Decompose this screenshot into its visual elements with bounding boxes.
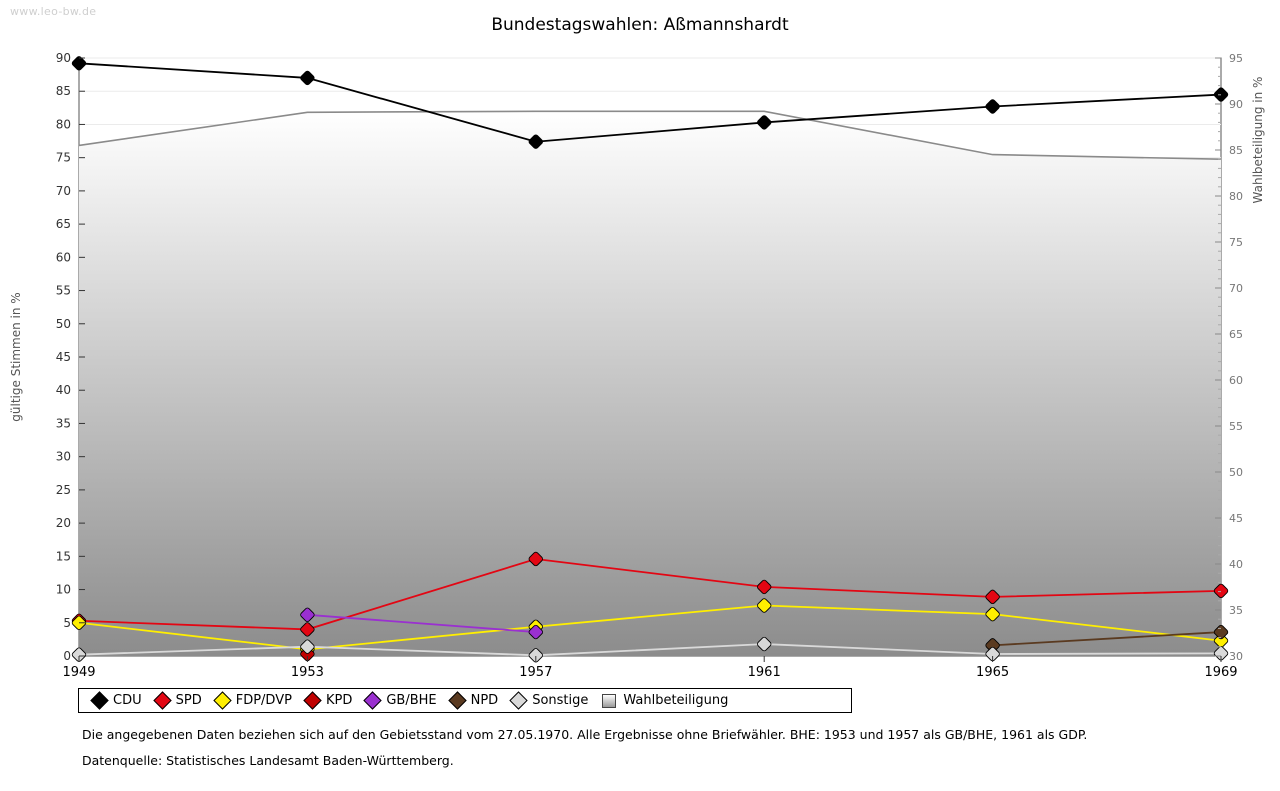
svg-text:10: 10 bbox=[56, 583, 71, 597]
svg-text:0: 0 bbox=[63, 649, 71, 663]
legend-item-npd[interactable]: NPD bbox=[447, 691, 499, 710]
right-axis-title: Wahlbeteiligung in % bbox=[1251, 77, 1265, 204]
svg-text:85: 85 bbox=[1229, 144, 1243, 157]
svg-text:45: 45 bbox=[56, 350, 71, 364]
page-title: Bundestagswahlen: Aßmannshardt bbox=[491, 15, 789, 36]
svg-text:60: 60 bbox=[1229, 374, 1243, 387]
svg-text:60: 60 bbox=[56, 250, 71, 264]
legend-diamond-icon bbox=[213, 691, 232, 710]
chart-legend: CDU SPD FDP/DVP KPD GB/BHE NPD Sonstige Wahlbet… bbox=[78, 688, 852, 713]
legend-item-wahlbeteiligung[interactable]: Wahlbeteiligung bbox=[602, 693, 728, 708]
svg-text:50: 50 bbox=[1229, 466, 1243, 479]
svg-text:40: 40 bbox=[56, 383, 71, 397]
svg-text:70: 70 bbox=[1229, 282, 1243, 295]
svg-text:1953: 1953 bbox=[291, 665, 324, 680]
svg-text:1965: 1965 bbox=[976, 665, 1009, 680]
svg-text:90: 90 bbox=[56, 51, 71, 65]
svg-text:20: 20 bbox=[56, 516, 71, 530]
svg-text:1961: 1961 bbox=[748, 665, 781, 680]
legend-diamond-icon bbox=[303, 691, 322, 710]
svg-text:25: 25 bbox=[56, 483, 71, 497]
legend-label: FDP/DVP bbox=[235, 693, 292, 708]
wahlbeteiligung-area bbox=[78, 110, 1222, 657]
legend-item-cdu[interactable]: CDU bbox=[90, 691, 142, 710]
svg-text:5: 5 bbox=[63, 616, 71, 630]
legend-label: Wahlbeteiligung bbox=[623, 693, 729, 708]
svg-text:80: 80 bbox=[56, 117, 71, 131]
svg-text:35: 35 bbox=[1229, 604, 1243, 617]
wahlbeteiligung-swatch-icon bbox=[602, 693, 617, 708]
footnote-datenquelle: Datenquelle: Statistisches Landesamt Bad… bbox=[82, 753, 454, 768]
legend-item-spd[interactable]: SPD bbox=[152, 691, 202, 710]
svg-text:65: 65 bbox=[1229, 328, 1243, 341]
svg-text:40: 40 bbox=[1229, 558, 1243, 571]
svg-text:80: 80 bbox=[1229, 190, 1243, 203]
footnote-gebietsstand: Die angegebenen Daten beziehen sich auf … bbox=[82, 727, 1088, 742]
svg-text:45: 45 bbox=[1229, 512, 1243, 525]
legend-label: GB/BHE bbox=[386, 693, 437, 708]
svg-text:85: 85 bbox=[56, 84, 71, 98]
svg-text:30: 30 bbox=[56, 450, 71, 464]
svg-text:35: 35 bbox=[56, 416, 71, 430]
legend-diamond-icon bbox=[90, 691, 109, 710]
site-watermark: www.leo-bw.de bbox=[10, 5, 97, 18]
svg-text:75: 75 bbox=[56, 151, 71, 165]
legend-label: SPD bbox=[175, 693, 202, 708]
legend-item-sonstige[interactable]: Sonstige bbox=[509, 691, 589, 710]
series-layer bbox=[71, 56, 1229, 663]
legend-item-fdp-dvp[interactable]: FDP/DVP bbox=[213, 691, 292, 710]
svg-text:1949: 1949 bbox=[62, 665, 95, 680]
svg-text:30: 30 bbox=[1229, 650, 1243, 663]
legend-label: CDU bbox=[113, 693, 142, 708]
legend-item-kpd[interactable]: KPD bbox=[303, 691, 353, 710]
svg-text:95: 95 bbox=[1229, 52, 1243, 65]
legend-diamond-icon bbox=[152, 691, 172, 710]
axis-ticks: 0 5 10 15 20 25 30 35 40 45 50 55 60 65 70 75 80 85 90 30 35… bbox=[56, 51, 1243, 680]
legend-diamond-icon bbox=[363, 691, 383, 710]
svg-text:70: 70 bbox=[56, 184, 71, 198]
legend-diamond-icon bbox=[509, 691, 528, 710]
chart-svg: 0 5 10 15 20 25 30 35 40 45 50 55 60 65 70 75 80 85 90 30 35… bbox=[9, 51, 1265, 680]
svg-text:50: 50 bbox=[56, 317, 71, 331]
left-axis-title: gültige Stimmen in % bbox=[9, 292, 23, 421]
legend-label: Sonstige bbox=[532, 693, 589, 708]
svg-text:1969: 1969 bbox=[1204, 665, 1237, 680]
svg-text:90: 90 bbox=[1229, 98, 1243, 111]
svg-text:55: 55 bbox=[1229, 420, 1243, 433]
legend-diamond-icon bbox=[447, 691, 467, 710]
legend-label: KPD bbox=[325, 693, 353, 708]
legend-label: NPD bbox=[470, 693, 499, 708]
svg-text:65: 65 bbox=[56, 217, 71, 231]
svg-text:1957: 1957 bbox=[519, 665, 552, 680]
svg-text:75: 75 bbox=[1229, 236, 1243, 249]
svg-text:15: 15 bbox=[56, 549, 71, 563]
svg-text:55: 55 bbox=[56, 284, 71, 298]
legend-item-gb-bhe[interactable]: GB/BHE bbox=[363, 691, 437, 710]
